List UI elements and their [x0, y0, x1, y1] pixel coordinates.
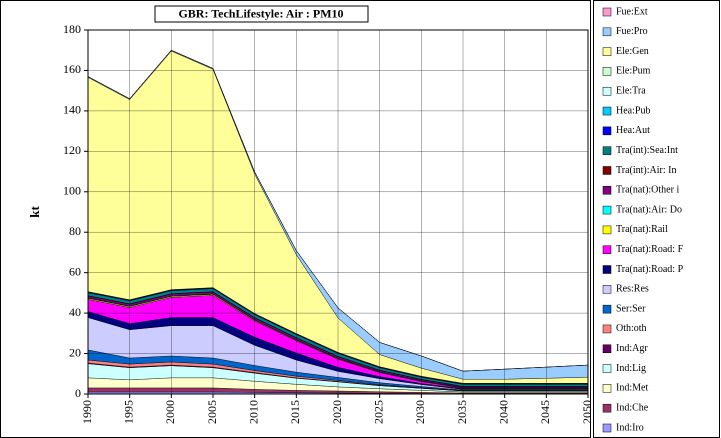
legend-swatch	[602, 265, 612, 274]
legend-swatch	[602, 304, 612, 314]
x-tick-label: 2040	[496, 400, 510, 424]
x-tick-label: 2035	[455, 400, 469, 424]
legend-swatch	[602, 166, 612, 175]
chart-title: GBR: TechLifestyle: Air : PM10	[178, 6, 343, 20]
legend-swatch	[602, 146, 612, 155]
legend-label: Hea:Aut	[616, 125, 650, 136]
x-tick-label: 1990	[80, 400, 94, 424]
legend: Ind:Iro Ind:Che Ind:Met Ind:Lig Ind:Agr Oth:o…	[602, 6, 684, 433]
legend-box	[593, 0, 720, 438]
legend-swatch	[602, 205, 612, 215]
x-tick-label: 2000	[163, 400, 177, 424]
legend-swatch	[602, 324, 612, 334]
legend-label: Tra(nat):Other i	[616, 185, 679, 196]
legend-label: Tra(nat):Road: F	[616, 244, 684, 255]
y-tick-label: 20	[69, 345, 81, 359]
legend-swatch	[602, 403, 612, 413]
legend-label: Oth:oth	[616, 323, 647, 334]
legend-swatch	[602, 186, 612, 195]
legend-label: Tra(nat):Air: Do	[616, 204, 682, 215]
legend-swatch	[602, 285, 612, 294]
x-tick-label: 2020	[330, 400, 344, 424]
legend-swatch	[602, 47, 612, 56]
y-tick-label: 140	[63, 103, 81, 117]
y-tick-label: 0	[75, 386, 81, 400]
y-tick-label: 80	[69, 224, 81, 238]
y-tick-label: 120	[63, 143, 81, 157]
legend-label: Ind:Iro	[616, 422, 644, 433]
y-tick-label: 40	[69, 305, 81, 319]
legend-swatch	[602, 245, 612, 254]
legend-swatch	[602, 86, 612, 96]
legend-label: Tra(int):Sea:Int	[616, 145, 678, 156]
legend-label: Ind:Met	[616, 383, 648, 394]
y-tick-label: 60	[69, 264, 81, 278]
plot-border	[87, 29, 589, 395]
legend-swatch	[602, 27, 612, 37]
legend-label: Ele:Tra	[616, 86, 646, 97]
x-tick-label: 2030	[413, 400, 427, 424]
x-tick-label: 1995	[121, 400, 135, 424]
x-tick-label: 2045	[538, 400, 552, 424]
legend-swatch	[602, 423, 612, 433]
legend-label: Ind:Lig	[616, 363, 646, 374]
legend-swatch	[602, 344, 612, 354]
legend-label: Tra(int):Air: In	[616, 165, 676, 176]
legend-label: Tra(nat):Rail	[616, 224, 668, 235]
y-tick-label: 160	[63, 62, 81, 76]
legend-swatch	[602, 364, 612, 373]
legend-swatch	[602, 106, 612, 116]
legend-label: Hea:Pub	[616, 105, 650, 116]
legend-label: Res:Res	[616, 284, 649, 295]
legend-label: Tra(nat):Road: P	[616, 264, 684, 275]
legend-label: Ele:Pum	[616, 66, 651, 77]
legend-label: Fue:Ext	[616, 6, 648, 17]
y-tick-label: 100	[63, 184, 81, 198]
legend-label: Ind:Agr	[616, 343, 648, 354]
x-tick-label: 2005	[205, 400, 219, 424]
legend-label: Fue:Pro	[616, 26, 648, 37]
x-tick-label: 2015	[288, 400, 302, 424]
x-tick-label: 2050	[580, 400, 594, 424]
title-box	[154, 5, 369, 23]
legend-swatch	[602, 225, 612, 235]
legend-label: Ser:Ser	[616, 303, 646, 314]
x-tick-label: 2010	[246, 400, 260, 424]
legend-swatch	[602, 384, 612, 393]
legend-swatch	[602, 126, 612, 136]
legend-label: Ele:Gen	[616, 46, 649, 57]
legend-label: Ind:Che	[616, 402, 649, 413]
y-axis-label: kt	[27, 206, 42, 218]
plot: 1990 1995 2000 2005 2010 2015 2020 2025 2030 2035…	[63, 22, 594, 424]
legend-swatch	[602, 67, 612, 76]
y-tick-label: 180	[63, 22, 81, 36]
legend-swatch	[602, 7, 612, 17]
x-tick-label: 2025	[371, 400, 385, 424]
